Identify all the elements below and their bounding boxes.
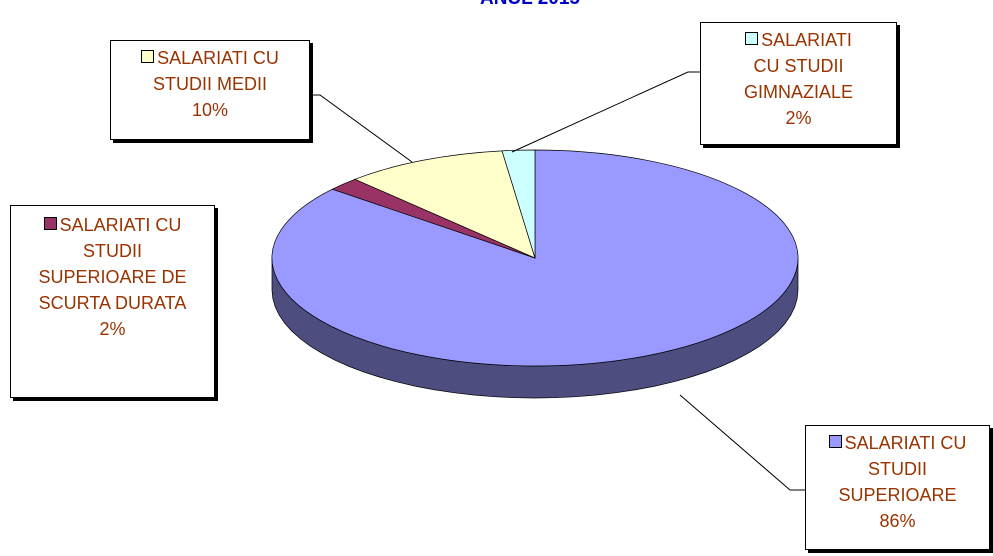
legend-swatch [745, 32, 759, 45]
slice-value: 2% [99, 319, 126, 339]
label-box: SALARIATI CU STUDII MEDII 10% [110, 40, 310, 140]
chart-title: ANUL 2015 [430, 0, 630, 10]
label-box: SALARIATI CU STUDII GIMNAZIALE 2% [700, 22, 897, 145]
legend-swatch [828, 435, 842, 448]
slice [501, 149, 536, 259]
slice-value: 2% [785, 108, 812, 128]
slice-name: SALARIATI CU STUDII SUPERIOARE DE SCURTA… [38, 215, 187, 313]
slice [354, 150, 536, 259]
slice-value: 86% [879, 511, 916, 531]
legend-swatch [141, 50, 155, 63]
slice-name: SALARIATI CU STUDII MEDII [152, 48, 279, 94]
legend-swatch [43, 217, 57, 230]
leader-line [312, 94, 413, 163]
leader-line [511, 71, 700, 153]
label-box: SALARIATI CU STUDII SUPERIOARE 86% [805, 425, 990, 550]
slice-name: SALARIATI CU STUDII GIMNAZIALE [743, 30, 854, 102]
leader-lines [312, 71, 805, 491]
leader-line [679, 394, 805, 491]
slice-value: 10% [191, 100, 229, 120]
slice-name: SALARIATI CU STUDII SUPERIOARE [838, 433, 967, 505]
label-box: SALARIATI CU STUDII SUPERIOARE DE SCURTA… [10, 205, 215, 398]
